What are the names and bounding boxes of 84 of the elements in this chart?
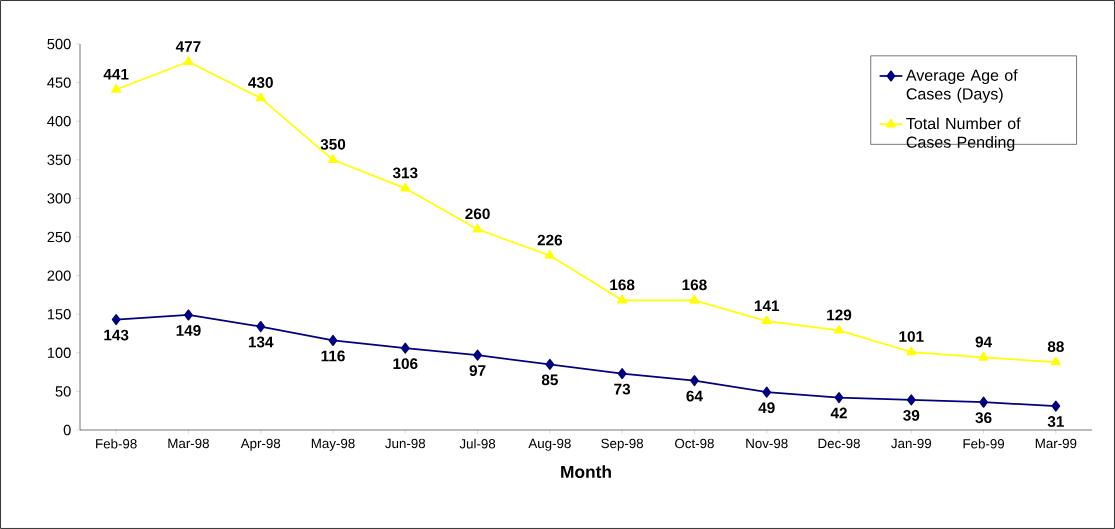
point <box>906 346 917 356</box>
data-label: 88 <box>1047 341 1064 353</box>
point <box>762 386 772 398</box>
data-label: 477 <box>175 41 201 52</box>
x-tick-label: Jan-99 <box>891 438 932 449</box>
data-label: 42 <box>830 407 847 419</box>
point <box>834 392 844 404</box>
point <box>328 154 338 163</box>
point <box>906 394 916 406</box>
data-label: 260 <box>465 208 490 220</box>
legend-label: Total Number of Cases Pending <box>906 117 1021 152</box>
x-tick-label: May-98 <box>311 438 355 451</box>
point <box>472 223 483 233</box>
point <box>834 324 844 334</box>
point <box>255 92 266 102</box>
data-label: 143 <box>104 329 129 341</box>
y-tick-label: 500 <box>47 38 71 50</box>
point <box>111 84 122 93</box>
data-label: 141 <box>754 300 780 312</box>
point <box>473 349 482 361</box>
x-tick-label: Dec-98 <box>818 438 860 449</box>
data-label: 313 <box>392 167 418 179</box>
y-tick-label: 300 <box>47 193 71 204</box>
data-label: 441 <box>103 68 129 80</box>
data-label: 97 <box>469 365 486 377</box>
data-label: 116 <box>321 350 345 362</box>
y-tick-label: 0 <box>63 424 71 436</box>
data-label: 168 <box>610 279 635 291</box>
data-label: 73 <box>614 383 631 395</box>
x-tick-label: Aug-98 <box>528 438 571 451</box>
data-label: 85 <box>541 374 558 386</box>
y-tick-label: 200 <box>47 270 71 281</box>
point <box>979 396 988 408</box>
point <box>111 314 121 326</box>
point <box>689 294 700 304</box>
x-axis-title: Month <box>561 465 611 478</box>
y-tick-label: 450 <box>47 77 71 88</box>
y-tick-label: 350 <box>47 154 71 165</box>
x-tick-label: Jul-98 <box>459 438 496 449</box>
point <box>328 334 338 346</box>
data-label: 39 <box>903 409 920 421</box>
data-label: 134 <box>248 336 274 348</box>
y-tick-label: 100 <box>47 347 71 358</box>
point <box>617 368 627 380</box>
x-tick-label: Sep-98 <box>601 438 644 451</box>
data-label: 101 <box>899 331 924 342</box>
data-label: 226 <box>537 234 563 246</box>
point <box>545 358 555 370</box>
y-tick-label: 250 <box>47 231 71 243</box>
x-tick-label: Feb-98 <box>96 438 137 449</box>
x-tick-label: Nov-98 <box>746 438 788 449</box>
point <box>1051 400 1061 412</box>
data-label: 149 <box>176 325 201 336</box>
y-tick-label: 400 <box>47 116 71 127</box>
data-label: 430 <box>248 77 273 88</box>
point <box>617 294 628 304</box>
data-label: 350 <box>320 138 346 150</box>
point <box>544 249 555 259</box>
point <box>183 56 194 65</box>
point <box>400 182 411 192</box>
y-tick-label: 150 <box>47 309 71 320</box>
point <box>1050 356 1061 366</box>
y-tick-label: 50 <box>55 386 71 397</box>
data-label: 168 <box>682 279 707 291</box>
legend-label: Average Age of Cases (Days) <box>905 69 1018 103</box>
data-label: 64 <box>686 390 703 402</box>
x-tick-label: Jun-98 <box>385 438 426 449</box>
data-label: 36 <box>975 412 992 424</box>
data-label: 49 <box>758 402 775 414</box>
x-tick-label: Feb-99 <box>963 438 1005 449</box>
data-label: 31 <box>1047 416 1064 427</box>
point <box>978 351 989 361</box>
x-tick-label: Mar-98 <box>168 438 209 449</box>
point <box>256 321 266 333</box>
point <box>184 309 193 321</box>
x-tick-label: Mar-99 <box>1035 438 1077 449</box>
data-label: 106 <box>393 358 418 370</box>
x-tick-label: Apr-98 <box>240 438 281 451</box>
data-label: 94 <box>975 336 993 348</box>
point <box>690 375 699 387</box>
x-tick-label: Oct-98 <box>675 438 714 449</box>
point <box>400 342 410 354</box>
data-label: 129 <box>827 309 852 321</box>
point <box>761 315 772 325</box>
